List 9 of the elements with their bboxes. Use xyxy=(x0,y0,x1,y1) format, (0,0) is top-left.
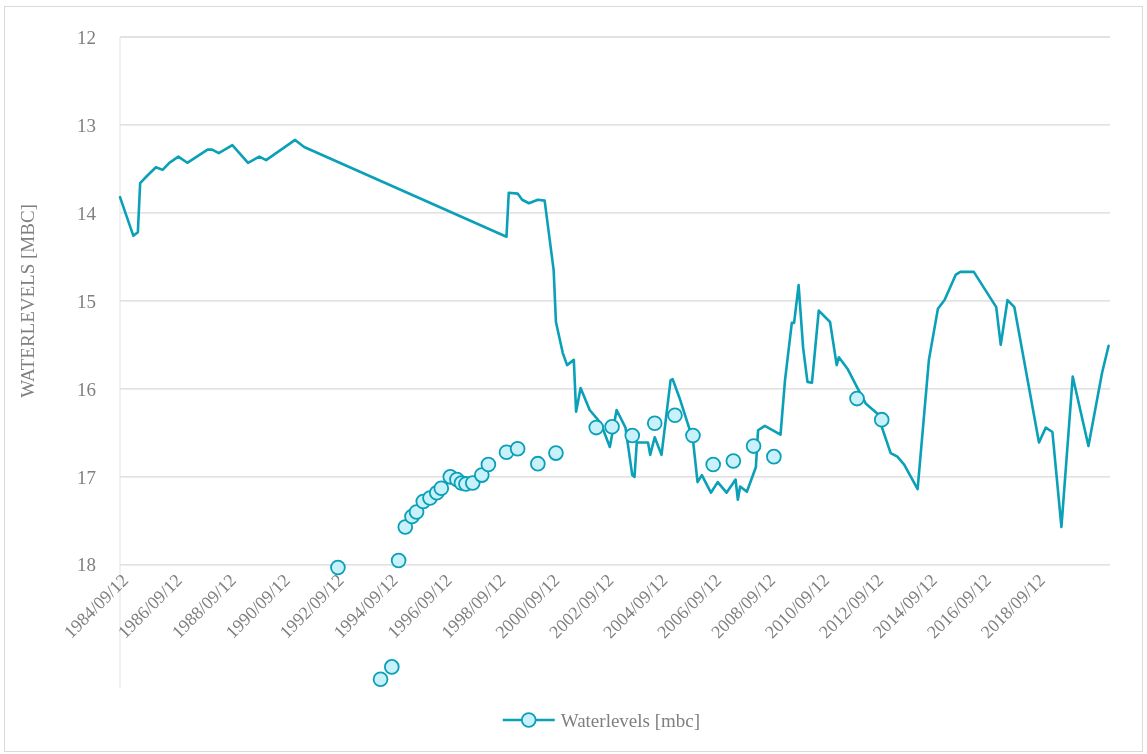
y-tick-label: 12 xyxy=(77,26,96,48)
y-tick-label: 17 xyxy=(77,466,96,488)
y-tick-label: 16 xyxy=(77,378,96,400)
y-tick-label: 14 xyxy=(77,202,97,224)
legend-label: Waterlevels [mbc] xyxy=(560,709,701,731)
y-tick-label: 13 xyxy=(77,114,96,136)
y-tick-label: 18 xyxy=(77,554,96,576)
y-tick-label: 15 xyxy=(77,290,96,312)
y-axis-title: WATERLEVELS [MBC] xyxy=(17,204,38,398)
